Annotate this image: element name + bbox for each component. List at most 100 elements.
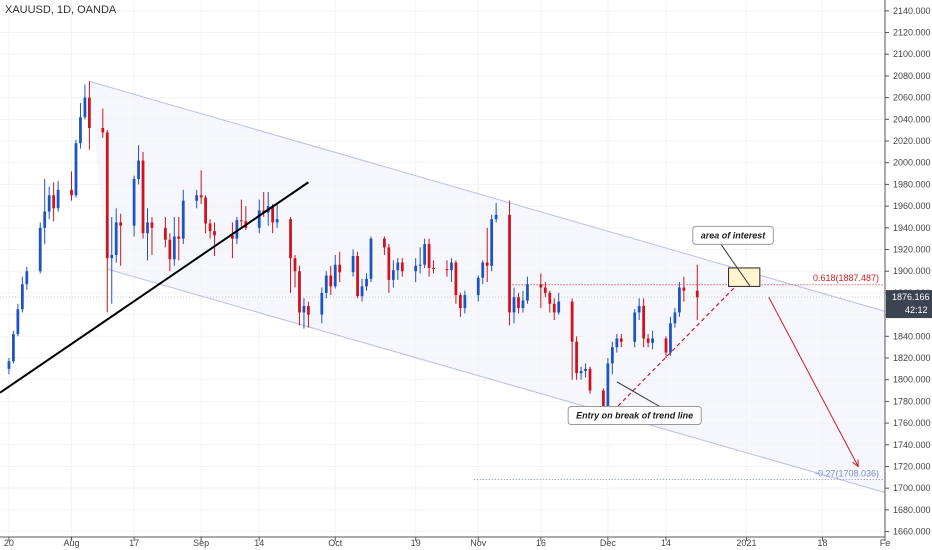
candle-body	[105, 132, 109, 259]
time-tick-label: 14	[254, 538, 264, 548]
candle-body	[579, 371, 583, 374]
candle-body	[606, 363, 610, 407]
candle-body	[88, 97, 91, 129]
candle-body	[83, 97, 87, 118]
candle-body	[517, 297, 520, 309]
candle-body	[146, 222, 149, 234]
candle-body	[615, 338, 619, 348]
candle-body	[476, 277, 480, 296]
candle-body	[610, 347, 614, 364]
december-trend-line[interactable]	[602, 279, 743, 422]
entry-callout-leader	[616, 381, 660, 407]
candle-body	[333, 264, 337, 287]
price-tick-label: 1960.000	[893, 201, 931, 211]
candle-body	[12, 334, 15, 362]
candle-body	[602, 390, 605, 407]
candle-body	[20, 284, 24, 310]
candle-body	[101, 128, 105, 133]
time-tick-label: 17	[129, 538, 139, 548]
time-tick-label: 2021	[736, 538, 756, 548]
candle-body	[195, 195, 199, 201]
price-tick-label: 2000.000	[893, 158, 931, 168]
candle-body	[231, 235, 234, 239]
candle-body	[427, 244, 431, 268]
candle-body	[114, 222, 118, 255]
candle-body	[307, 305, 310, 315]
candle-body	[199, 195, 203, 198]
candle-body	[454, 262, 458, 296]
candle-body	[289, 219, 292, 259]
time-tick-label: Aug	[64, 538, 80, 548]
candle-body	[239, 220, 243, 222]
candle-body	[235, 220, 239, 239]
candle-body	[132, 179, 136, 226]
grid-lines	[0, 0, 886, 537]
candle-body	[682, 287, 686, 291]
candle-body	[56, 189, 60, 209]
projection-arrow[interactable]	[768, 297, 859, 467]
price-tick-label: 2140.000	[893, 6, 931, 16]
candle-body	[70, 189, 73, 196]
candle-body	[168, 239, 172, 260]
time-tick-label: 19	[411, 538, 421, 548]
candle-body	[298, 271, 301, 313]
candle-body	[669, 323, 672, 353]
current-price-value: 1876.166	[892, 292, 930, 302]
price-tick-label: 1700.000	[893, 483, 931, 493]
current-price-tag: 1876.166 42:12	[886, 290, 932, 319]
entry-callout-box	[567, 405, 702, 425]
price-tick-label: 1940.000	[893, 223, 931, 233]
candle-body	[414, 265, 418, 272]
price-tick-label: 1980.000	[893, 179, 931, 189]
time-tick-label: 18	[817, 538, 827, 548]
candle-body	[271, 206, 275, 223]
candle-body	[588, 368, 592, 391]
candle-body	[351, 256, 355, 273]
candle-body	[418, 264, 422, 266]
candle-body	[633, 312, 637, 342]
candle-body	[208, 223, 212, 232]
candle-body	[163, 227, 167, 240]
candle-body	[548, 292, 552, 304]
uptrend-line[interactable]	[0, 181, 309, 394]
candle-body	[141, 160, 145, 234]
candle-body	[52, 195, 56, 209]
price-axis-background[interactable]	[885, 0, 932, 550]
candle-body	[329, 275, 333, 287]
area-of-interest-box	[692, 225, 774, 245]
candle-body	[557, 301, 561, 313]
candle-body	[619, 338, 623, 342]
candle-body	[695, 290, 699, 298]
price-tick-label: 2060.000	[893, 93, 931, 103]
time-tick-label: Sep	[193, 538, 209, 548]
candle-body	[356, 256, 359, 297]
candle-body	[213, 231, 216, 236]
time-tick-label: Dec	[600, 538, 617, 548]
candle-body	[508, 214, 511, 313]
candle-body	[678, 287, 681, 313]
candle-body	[673, 312, 677, 324]
candle-body	[552, 303, 556, 313]
area-of-interest-leader	[720, 244, 751, 287]
time-tick-label: 20	[4, 538, 14, 548]
candle-body	[490, 219, 494, 266]
price-tick-label: 2040.000	[893, 114, 931, 124]
candle-body	[584, 368, 587, 372]
candle-body	[369, 238, 373, 279]
candle-body	[387, 247, 391, 280]
candle-body	[7, 361, 11, 369]
candle-body	[646, 338, 650, 343]
candle-body	[450, 262, 453, 271]
price-tick-label: 2020.000	[893, 136, 931, 146]
candle-body	[302, 305, 306, 313]
projection-arrow-head	[852, 459, 859, 468]
candle-body	[119, 222, 123, 226]
bar-countdown: 42:12	[905, 305, 928, 315]
candle-body	[651, 338, 654, 343]
entry-callout[interactable]: Entry on break of trend line	[567, 405, 702, 425]
area-of-interest-callout[interactable]: area of interest	[692, 225, 774, 245]
candle-body	[423, 244, 427, 265]
candle-body	[575, 341, 578, 374]
candle-body	[485, 262, 489, 266]
